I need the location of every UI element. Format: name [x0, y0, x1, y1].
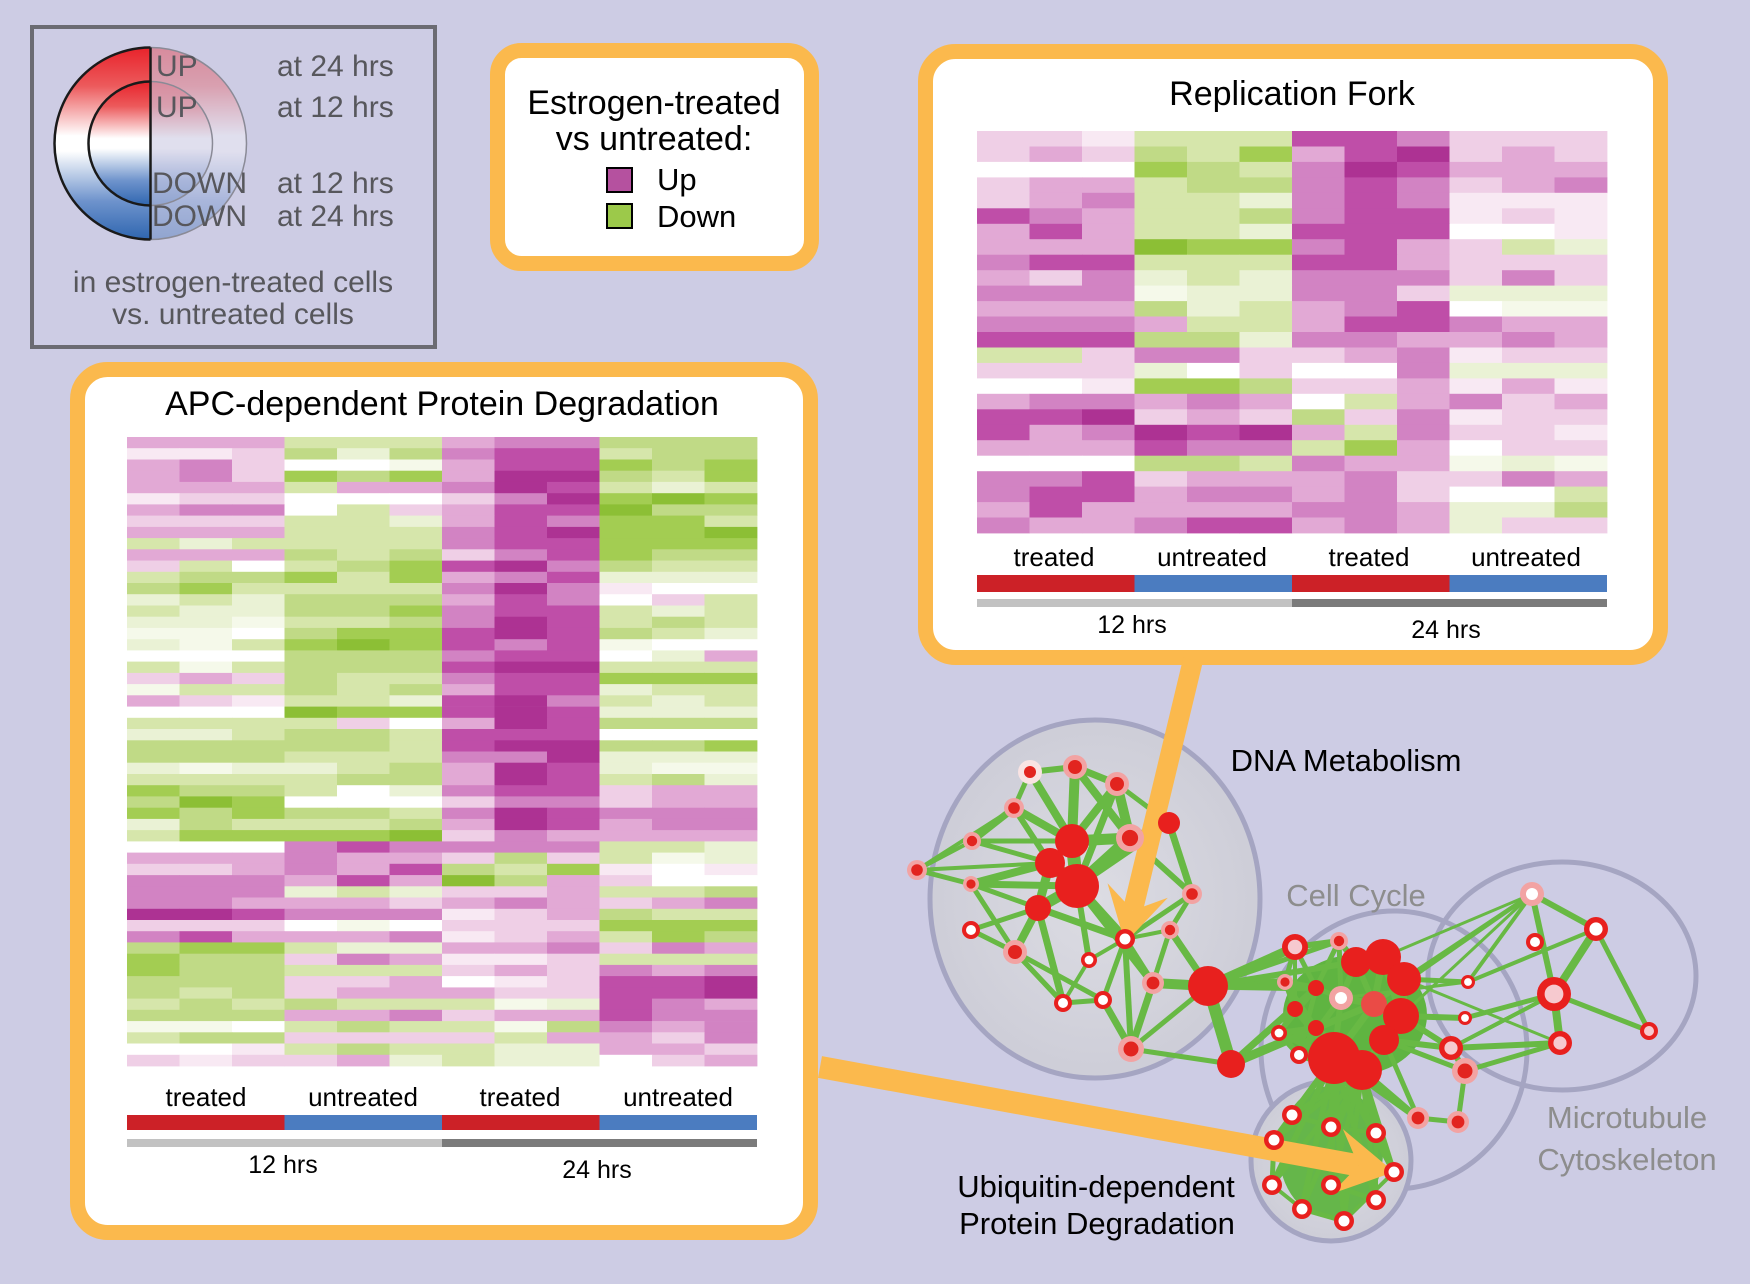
svg-text:treated: treated [1329, 542, 1410, 572]
svg-text:24 hrs: 24 hrs [562, 1156, 631, 1184]
svg-text:at 24 hrs: at 24 hrs [277, 50, 394, 83]
svg-text:treated: treated [480, 1082, 561, 1112]
svg-text:Up: Up [657, 162, 697, 197]
svg-text:treated: treated [1014, 542, 1095, 572]
svg-text:Microtubule: Microtubule [1547, 1100, 1707, 1135]
svg-text:Replication Fork: Replication Fork [1169, 75, 1416, 113]
svg-text:Estrogen-treated: Estrogen-treated [527, 84, 780, 122]
svg-text:Ubiquitin-dependent: Ubiquitin-dependent [957, 1169, 1235, 1204]
svg-text:untreated: untreated [623, 1082, 733, 1112]
svg-text:12 hrs: 12 hrs [248, 1151, 317, 1179]
svg-text:DOWN: DOWN [152, 167, 247, 200]
svg-text:vs untreated:: vs untreated: [556, 120, 753, 158]
svg-text:DNA Metabolism: DNA Metabolism [1231, 743, 1462, 778]
svg-text:Cell Cycle: Cell Cycle [1286, 878, 1426, 913]
svg-text:untreated: untreated [1157, 542, 1267, 572]
svg-text:APC-dependent Protein Degradat: APC-dependent Protein Degradation [165, 385, 719, 423]
svg-text:vs. untreated cells: vs. untreated cells [112, 298, 354, 331]
svg-text:untreated: untreated [1471, 542, 1581, 572]
svg-text:12 hrs: 12 hrs [1097, 611, 1166, 639]
svg-text:UP: UP [156, 91, 198, 124]
svg-text:Down: Down [657, 199, 736, 234]
svg-text:untreated: untreated [308, 1082, 418, 1112]
svg-text:UP: UP [156, 50, 198, 83]
svg-text:at 12 hrs: at 12 hrs [277, 167, 394, 200]
svg-text:treated: treated [166, 1082, 247, 1112]
svg-text:at 12 hrs: at 12 hrs [277, 91, 394, 124]
svg-text:in estrogen-treated cells: in estrogen-treated cells [73, 266, 393, 299]
svg-text:at 24 hrs: at 24 hrs [277, 200, 394, 233]
svg-text:24 hrs: 24 hrs [1411, 616, 1480, 644]
svg-text:Cytoskeleton: Cytoskeleton [1537, 1142, 1716, 1177]
svg-text:DOWN: DOWN [152, 200, 247, 233]
svg-text:Protein Degradation: Protein Degradation [959, 1206, 1235, 1241]
